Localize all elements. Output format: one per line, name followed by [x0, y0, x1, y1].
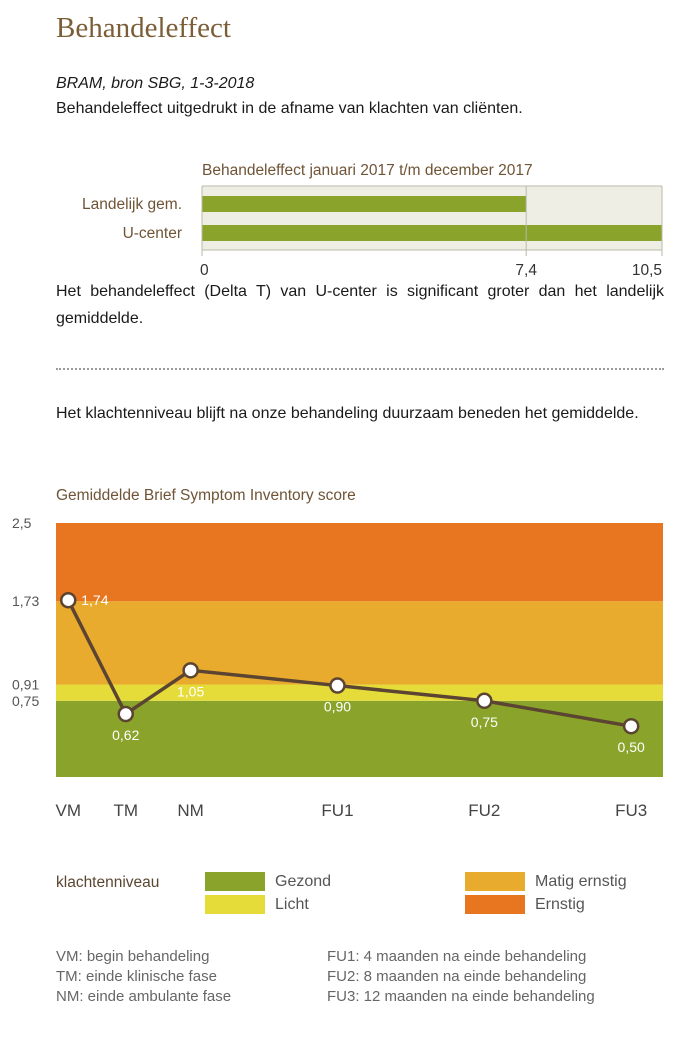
line-chart: 2,51,730,910,751,740,621,050,900,750,50V… [12, 515, 663, 820]
dotted-divider [56, 368, 664, 370]
bar-tick-label: 10,5 [632, 262, 662, 279]
band-gezond [56, 700, 663, 777]
band-ernstig [56, 523, 663, 602]
data-label-fu1: 0,90 [324, 699, 351, 715]
x-category-label: TM [113, 801, 138, 820]
data-point-tm [117, 705, 135, 723]
legend-label: Ernstig [535, 895, 585, 913]
legend-item-ernstig: Ernstig [465, 895, 585, 914]
abbreviation-fu2: FU2: 8 maanden na einde behandeling [327, 968, 587, 985]
abbreviation-fu1: FU1: 4 maanden na einde behandeling [327, 948, 587, 965]
legend-item-matig: Matig ernstig [465, 872, 627, 891]
source-line: BRAM, bron SBG, 1-3-2018 [56, 75, 255, 92]
data-point-vm [59, 591, 77, 609]
x-category-label: NM [177, 801, 203, 820]
legend-item-gezond: Gezond [205, 872, 331, 891]
legend-title: klachtenniveau [56, 874, 160, 891]
bar-chart-title: Behandeleffect januari 2017 t/m december… [202, 162, 533, 179]
level-paragraph: Het klachtenniveau blijft na onze behand… [56, 405, 639, 422]
data-point-fu2 [476, 692, 493, 710]
x-category-label: FU2 [468, 801, 500, 820]
legend-label: Licht [275, 895, 309, 913]
legend-swatch-licht [205, 895, 265, 914]
data-point-fu1 [329, 677, 346, 694]
bar-tick-label: 0 [200, 262, 209, 279]
band-matig-ernstig [56, 601, 663, 685]
data-label-fu3: 0,50 [618, 739, 645, 755]
band-licht [56, 684, 663, 701]
data-point-fu3 [622, 717, 640, 735]
data-label-tm: 0,62 [112, 727, 139, 743]
bar-category-label: U-center [123, 225, 182, 242]
data-label-nm: 1,05 [177, 683, 204, 699]
x-category-label: FU1 [321, 801, 353, 820]
abbreviation-nm: NM: einde ambulante fase [56, 988, 232, 1005]
page-title: Behandeleffect [56, 12, 231, 44]
bar-u-center [202, 225, 662, 241]
abbreviation-fu3: FU3: 12 maanden na einde behandeling [327, 988, 595, 1005]
data-label-fu2: 0,75 [471, 714, 498, 730]
legend-swatch-ernstig [465, 895, 525, 914]
intro-text: Behandeleffect uitgedrukt in de afname v… [56, 100, 523, 117]
abbreviation-tm: TM: einde klinische fase [56, 968, 217, 985]
bar-tick-label: 7,4 [515, 262, 537, 279]
x-category-label: FU3 [615, 801, 647, 820]
bar-category-label: Landelijk gem. [82, 196, 182, 213]
series-line [66, 599, 632, 728]
y-tick-label: 2,5 [12, 515, 32, 531]
data-label-vm: 1,74 [81, 592, 108, 608]
legend-item-licht: Licht [205, 895, 309, 914]
legend-swatch-gezond [205, 872, 265, 891]
data-point-nm [182, 662, 199, 679]
x-category-label: VM [55, 801, 81, 820]
abbreviation-vm: VM: begin behandeling [56, 948, 210, 965]
legend-swatch-matig [465, 872, 525, 891]
y-tick-label: 0,91 [12, 677, 39, 693]
bar-chart: Landelijk gem. U-center 0 7,4 10,5 [82, 185, 663, 279]
line-chart-title: Gemiddelde Brief Symptom Inventory score [56, 487, 356, 504]
y-tick-label: 1,73 [12, 593, 39, 609]
y-tick-label: 0,75 [12, 693, 39, 709]
legend-label: Gezond [275, 872, 332, 890]
bar-landelijk [202, 196, 527, 212]
legend-label: Matig ernstig [535, 872, 627, 890]
effect-paragraph: Het behandeleffect (Delta T) van U-cente… [56, 283, 664, 327]
